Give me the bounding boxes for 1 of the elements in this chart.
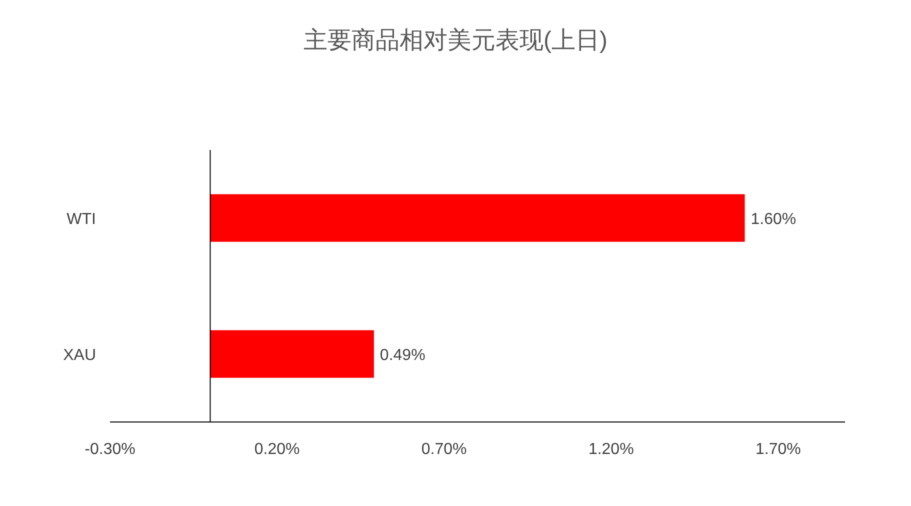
title: 主要商品相对美元表现(上日): [304, 27, 608, 54]
